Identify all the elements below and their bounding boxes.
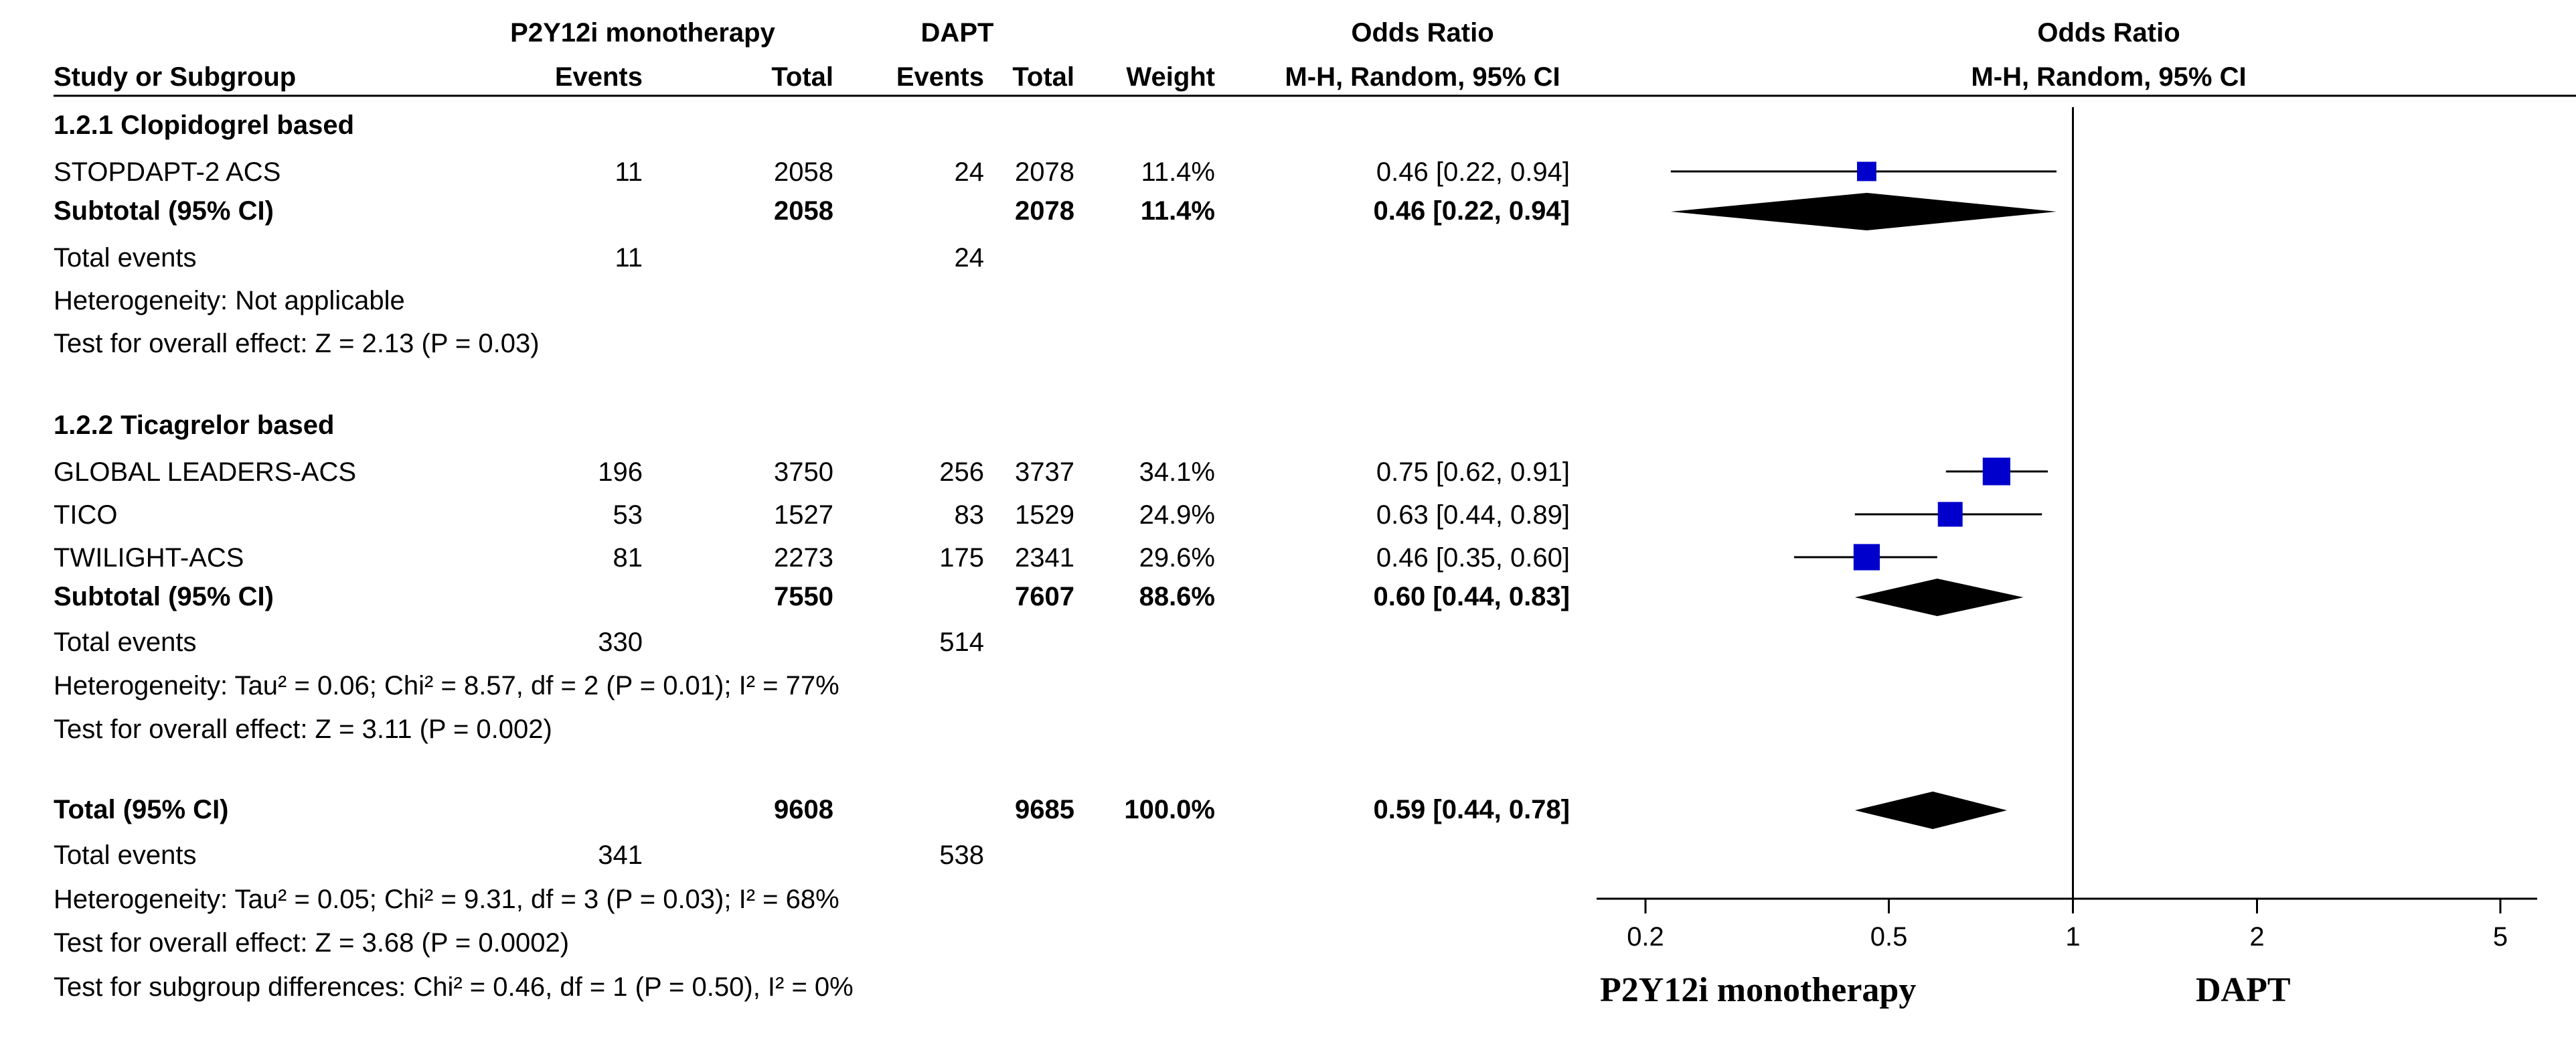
subtotal-diamond bbox=[1670, 193, 2057, 230]
total-total-1: 9608 bbox=[774, 795, 833, 824]
subtotal-total-1: 2058 bbox=[774, 196, 833, 226]
x-axis-tick-label: 0.2 bbox=[1627, 922, 1664, 952]
study-events-2: 83 bbox=[955, 500, 985, 530]
total-weight: 100.0% bbox=[1124, 795, 1215, 824]
header-group1: P2Y12i monotherapy bbox=[510, 18, 775, 48]
subtotal-total-2: 7607 bbox=[1015, 582, 1074, 611]
heterogeneity-text: Heterogeneity: Not applicable bbox=[54, 286, 405, 315]
plot-method: M-H, Random, 95% CI bbox=[1971, 62, 2246, 92]
study-events-2: 256 bbox=[939, 457, 984, 487]
header-weight: Weight bbox=[1126, 62, 1215, 92]
study-events-1: 196 bbox=[598, 457, 643, 487]
heterogeneity-text: Heterogeneity: Tau² = 0.05; Chi² = 9.31,… bbox=[54, 885, 839, 914]
header-events-2: Events bbox=[896, 62, 984, 92]
study-total-2: 3737 bbox=[1015, 457, 1074, 487]
total-events-label: Total events bbox=[54, 243, 196, 273]
subgroup-diff-text: Test for subgroup differences: Chi² = 0.… bbox=[54, 972, 854, 1002]
subtotal-weight: 88.6% bbox=[1139, 582, 1215, 611]
overall-effect-text: Test for overall effect: Z = 3.68 (P = 0… bbox=[54, 928, 569, 958]
subtotal-total-1: 7550 bbox=[774, 582, 833, 611]
subgroup-1-title: 1.2.1 Clopidogrel based bbox=[54, 110, 354, 140]
study-name: GLOBAL LEADERS-ACS bbox=[54, 457, 356, 487]
x-axis-tick-label: 5 bbox=[2493, 922, 2508, 952]
study-total-1: 3750 bbox=[774, 457, 833, 487]
study-ci: 0.75 [0.62, 0.91] bbox=[1376, 457, 1570, 487]
study-weight: 34.1% bbox=[1139, 457, 1215, 487]
total-diamond bbox=[1854, 792, 2007, 829]
total-total-2: 9685 bbox=[1015, 795, 1074, 824]
x-axis-tick-label: 0.5 bbox=[1870, 922, 1908, 952]
total-events-1: 11 bbox=[615, 243, 643, 273]
favours-right-label: DAPT bbox=[2196, 971, 2291, 1009]
subtotal-ci: 0.46 [0.22, 0.94] bbox=[1373, 196, 1570, 226]
total-events-2: 514 bbox=[939, 627, 984, 657]
header-study: Study or Subgroup bbox=[54, 62, 296, 92]
subtotal-label: Subtotal (95% CI) bbox=[54, 196, 274, 226]
x-axis-tick-label: 2 bbox=[2249, 922, 2264, 952]
study-square bbox=[1937, 502, 1963, 527]
study-square bbox=[1856, 161, 1876, 181]
study-ci: 0.63 [0.44, 0.89] bbox=[1376, 500, 1570, 530]
study-total-1: 1527 bbox=[774, 500, 833, 530]
study-square bbox=[1853, 544, 1880, 571]
subtotal-label: Subtotal (95% CI) bbox=[54, 582, 274, 611]
study-weight: 29.6% bbox=[1139, 543, 1215, 573]
subgroup-2-title: 1.2.2 Ticagrelor based bbox=[54, 411, 334, 440]
total-ci: 0.59 [0.44, 0.78] bbox=[1373, 795, 1570, 824]
favours-left-label: P2Y12i monotherapy bbox=[1600, 971, 1916, 1009]
total-events-1: 341 bbox=[598, 840, 643, 870]
study-weight: 11.4% bbox=[1141, 157, 1215, 187]
total-events-2: 538 bbox=[939, 840, 984, 870]
study-total-1: 2058 bbox=[774, 157, 833, 187]
subtotal-total-2: 2078 bbox=[1015, 196, 1074, 226]
study-ci: 0.46 [0.22, 0.94] bbox=[1376, 157, 1570, 187]
subtotal-diamond bbox=[1854, 579, 2024, 616]
header-total-1: Total bbox=[771, 62, 833, 92]
header-or-method: M-H, Random, 95% CI bbox=[1285, 62, 1560, 92]
x-axis-tick-label: 1 bbox=[2065, 922, 2080, 952]
study-ci: 0.46 [0.35, 0.60] bbox=[1376, 543, 1570, 573]
total-events-label: Total events bbox=[54, 627, 196, 657]
study-total-2: 2078 bbox=[1015, 157, 1074, 187]
study-events-2: 24 bbox=[955, 157, 985, 187]
study-name: STOPDAPT-2 ACS bbox=[54, 157, 280, 187]
header-total-2: Total bbox=[1012, 62, 1074, 92]
study-events-1: 81 bbox=[613, 543, 643, 573]
header-or-title: Odds Ratio bbox=[1351, 18, 1494, 48]
total-events-2: 24 bbox=[955, 243, 985, 273]
header-group2: DAPT bbox=[921, 18, 994, 48]
study-total-2: 1529 bbox=[1015, 500, 1074, 530]
study-events-1: 11 bbox=[615, 157, 643, 187]
study-events-2: 175 bbox=[939, 543, 984, 573]
study-name: TWILIGHT-ACS bbox=[54, 543, 244, 573]
overall-effect-text: Test for overall effect: Z = 3.11 (P = 0… bbox=[54, 715, 552, 744]
heterogeneity-text: Heterogeneity: Tau² = 0.06; Chi² = 8.57,… bbox=[54, 671, 839, 700]
study-square bbox=[1982, 457, 2010, 486]
study-total-2: 2341 bbox=[1015, 543, 1074, 573]
study-events-1: 53 bbox=[613, 500, 643, 530]
plot-title: Odds Ratio bbox=[2037, 18, 2180, 48]
overall-effect-text: Test for overall effect: Z = 2.13 (P = 0… bbox=[54, 329, 540, 358]
plot-area: 0.2 0.5 1 2 5 bbox=[1597, 107, 2537, 952]
subtotal-weight: 11.4% bbox=[1141, 196, 1215, 226]
total-label: Total (95% CI) bbox=[54, 795, 229, 824]
total-events-1: 330 bbox=[598, 627, 643, 657]
study-weight: 24.9% bbox=[1139, 500, 1215, 530]
header-events-1: Events bbox=[555, 62, 643, 92]
study-total-1: 2273 bbox=[774, 543, 833, 573]
total-events-label: Total events bbox=[54, 840, 196, 870]
study-name: TICO bbox=[54, 500, 118, 530]
subtotal-ci: 0.60 [0.44, 0.83] bbox=[1373, 582, 1570, 611]
